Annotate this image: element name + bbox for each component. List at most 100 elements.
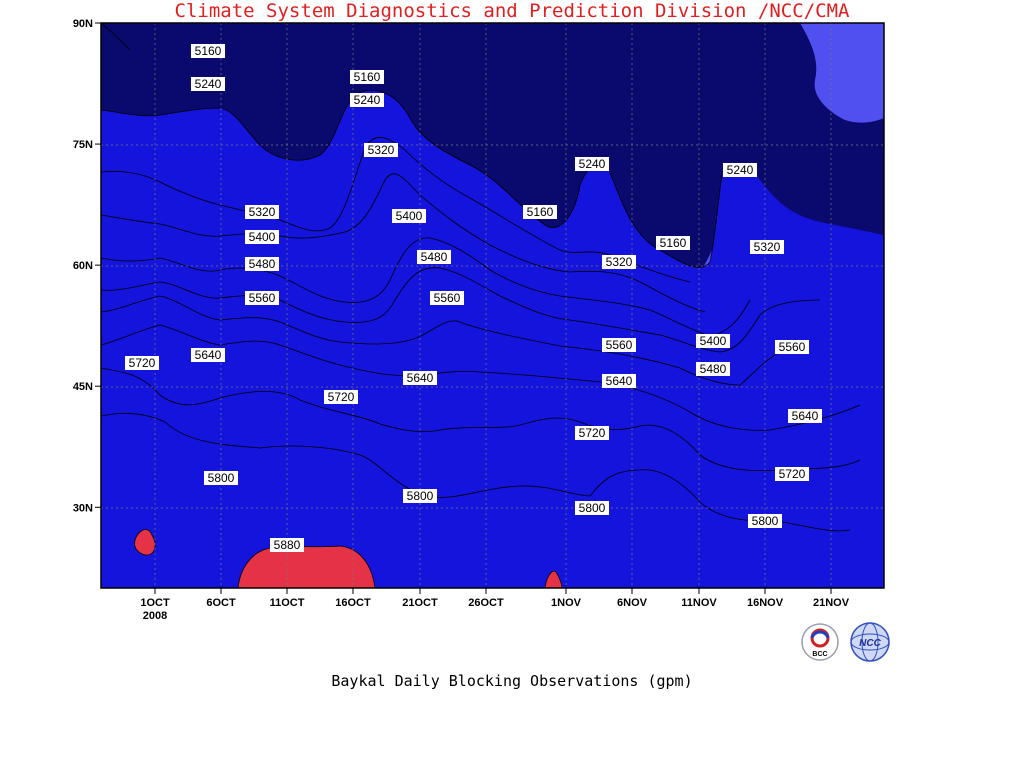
y-tick-label: 45N — [73, 381, 93, 393]
y-tick-label: 60N — [73, 260, 93, 272]
svg-text:5320: 5320 — [368, 143, 395, 157]
svg-text:5240: 5240 — [195, 77, 222, 91]
svg-text:5560: 5560 — [779, 340, 806, 354]
band-5240-5320-top — [800, 23, 884, 123]
contour-label: 5720 — [324, 390, 358, 404]
contour-label: 5640 — [403, 371, 437, 385]
x-tick-label: 11NOV — [681, 597, 717, 609]
x-tick-label: 1NOV — [551, 597, 582, 609]
contour-label: 5240 — [191, 77, 225, 91]
svg-text:5480: 5480 — [249, 257, 276, 271]
contour-label: 5320 — [750, 240, 784, 254]
svg-text:5640: 5640 — [407, 371, 434, 385]
svg-text:5400: 5400 — [249, 230, 276, 244]
contour-labels: 5160 5240 5160 5240 5320 5240 5160 5160 5240 5320… — [125, 44, 822, 552]
contour-label: 5400 — [245, 230, 279, 244]
svg-text:5800: 5800 — [579, 501, 606, 515]
contour-label: 5320 — [364, 143, 398, 157]
y-tick-label: 90N — [73, 18, 93, 30]
contour-label: 5480 — [696, 362, 730, 376]
contour-label: 5240 — [575, 157, 609, 171]
svg-text:BCC: BCC — [812, 651, 827, 658]
logos: BCC NCC — [801, 622, 890, 662]
x-tick-label: 1OCT — [140, 597, 170, 609]
svg-text:5800: 5800 — [208, 471, 235, 485]
contour-5880-blob-c[interactable] — [544, 570, 563, 588]
svg-text:5560: 5560 — [606, 338, 633, 352]
svg-text:5400: 5400 — [396, 209, 423, 223]
contour-label: 5240 — [723, 163, 757, 177]
contour-label: 5880 — [270, 538, 304, 552]
contour-5880 — [101, 412, 851, 532]
x-year-label: 2008 — [143, 610, 167, 622]
svg-text:5640: 5640 — [792, 409, 819, 423]
svg-text:5240: 5240 — [579, 157, 606, 171]
contour-5240 — [101, 107, 261, 146]
contour-label: 5640 — [788, 409, 822, 423]
y-tick-label: 30N — [73, 502, 93, 514]
contour-label: 5400 — [392, 209, 426, 223]
contour-5400 — [101, 173, 706, 313]
y-axis: 30N 45N 60N 75N 90N — [73, 18, 101, 514]
band-5160-5240 — [101, 90, 884, 588]
svg-text:5800: 5800 — [407, 489, 434, 503]
contour-label: 5480 — [245, 257, 279, 271]
svg-text:5720: 5720 — [579, 426, 606, 440]
ncc-logo: NCC — [850, 622, 890, 662]
svg-text:5880: 5880 — [274, 538, 301, 552]
contour-label: 5160 — [191, 44, 225, 58]
svg-text:5240: 5240 — [727, 163, 754, 177]
chart-title: Baykal Daily Blocking Observations (gpm) — [331, 672, 693, 690]
contour-label: 5560 — [602, 338, 636, 352]
x-tick-label: 6OCT — [206, 597, 236, 609]
contour-5320 — [101, 137, 691, 283]
svg-text:5800: 5800 — [752, 514, 779, 528]
svg-text:5640: 5640 — [606, 374, 633, 388]
bcc-logo: BCC — [801, 623, 839, 661]
contour-label: 5720 — [125, 356, 159, 370]
svg-text:5160: 5160 — [195, 44, 222, 58]
plot-frame — [100, 22, 885, 589]
svg-text:5400: 5400 — [700, 334, 727, 348]
contour-5640 — [101, 295, 781, 386]
x-tick-label: 21NOV — [813, 597, 850, 609]
x-axis: 1OCT 6OCT 11OCT 16OCT 21OCT 26OCT 1NOV 6NOV 11NO… — [140, 588, 850, 622]
y-tick-label: 75N — [73, 139, 93, 151]
svg-text:5640: 5640 — [195, 348, 222, 362]
contour-5880-blob-b[interactable] — [134, 529, 156, 556]
svg-text:5560: 5560 — [249, 291, 276, 305]
svg-text:5240: 5240 — [354, 93, 381, 107]
x-tick-label: 16NOV — [747, 597, 784, 609]
svg-text:5320: 5320 — [754, 240, 781, 254]
svg-text:5160: 5160 — [354, 70, 381, 84]
contour-5160 — [101, 23, 723, 268]
contour-5560 — [101, 267, 821, 353]
contour-5800 — [101, 367, 861, 472]
svg-text:5720: 5720 — [129, 356, 156, 370]
contour-5480 — [101, 237, 751, 337]
contour-5880-blob-a[interactable] — [237, 545, 376, 588]
svg-text:5160: 5160 — [660, 236, 687, 250]
contour-label: 5800 — [575, 501, 609, 515]
x-tick-label: 26OCT — [468, 597, 504, 609]
svg-text:5480: 5480 — [421, 250, 448, 264]
x-tick-label: 11OCT — [270, 597, 305, 609]
svg-text:5160: 5160 — [527, 205, 554, 219]
x-tick-label: 16OCT — [335, 597, 371, 609]
contour-label: 5640 — [191, 348, 225, 362]
contour-label: 5240 — [350, 93, 384, 107]
contour-label: 5480 — [417, 250, 451, 264]
contour-label: 5160 — [523, 205, 557, 219]
contour-label: 5800 — [204, 471, 238, 485]
contour-label: 5560 — [430, 291, 464, 305]
contour-label: 5720 — [575, 426, 609, 440]
contour-label: 5560 — [245, 291, 279, 305]
contour-label: 5320 — [602, 255, 636, 269]
contour-label: 5640 — [602, 374, 636, 388]
svg-text:5720: 5720 — [779, 467, 806, 481]
contour-fill-layer — [101, 23, 884, 588]
contour-label: 5400 — [696, 334, 730, 348]
footer-credit: Climate System Diagnostics and Predictio… — [174, 0, 850, 22]
x-tick-label: 6NOV — [617, 597, 648, 609]
